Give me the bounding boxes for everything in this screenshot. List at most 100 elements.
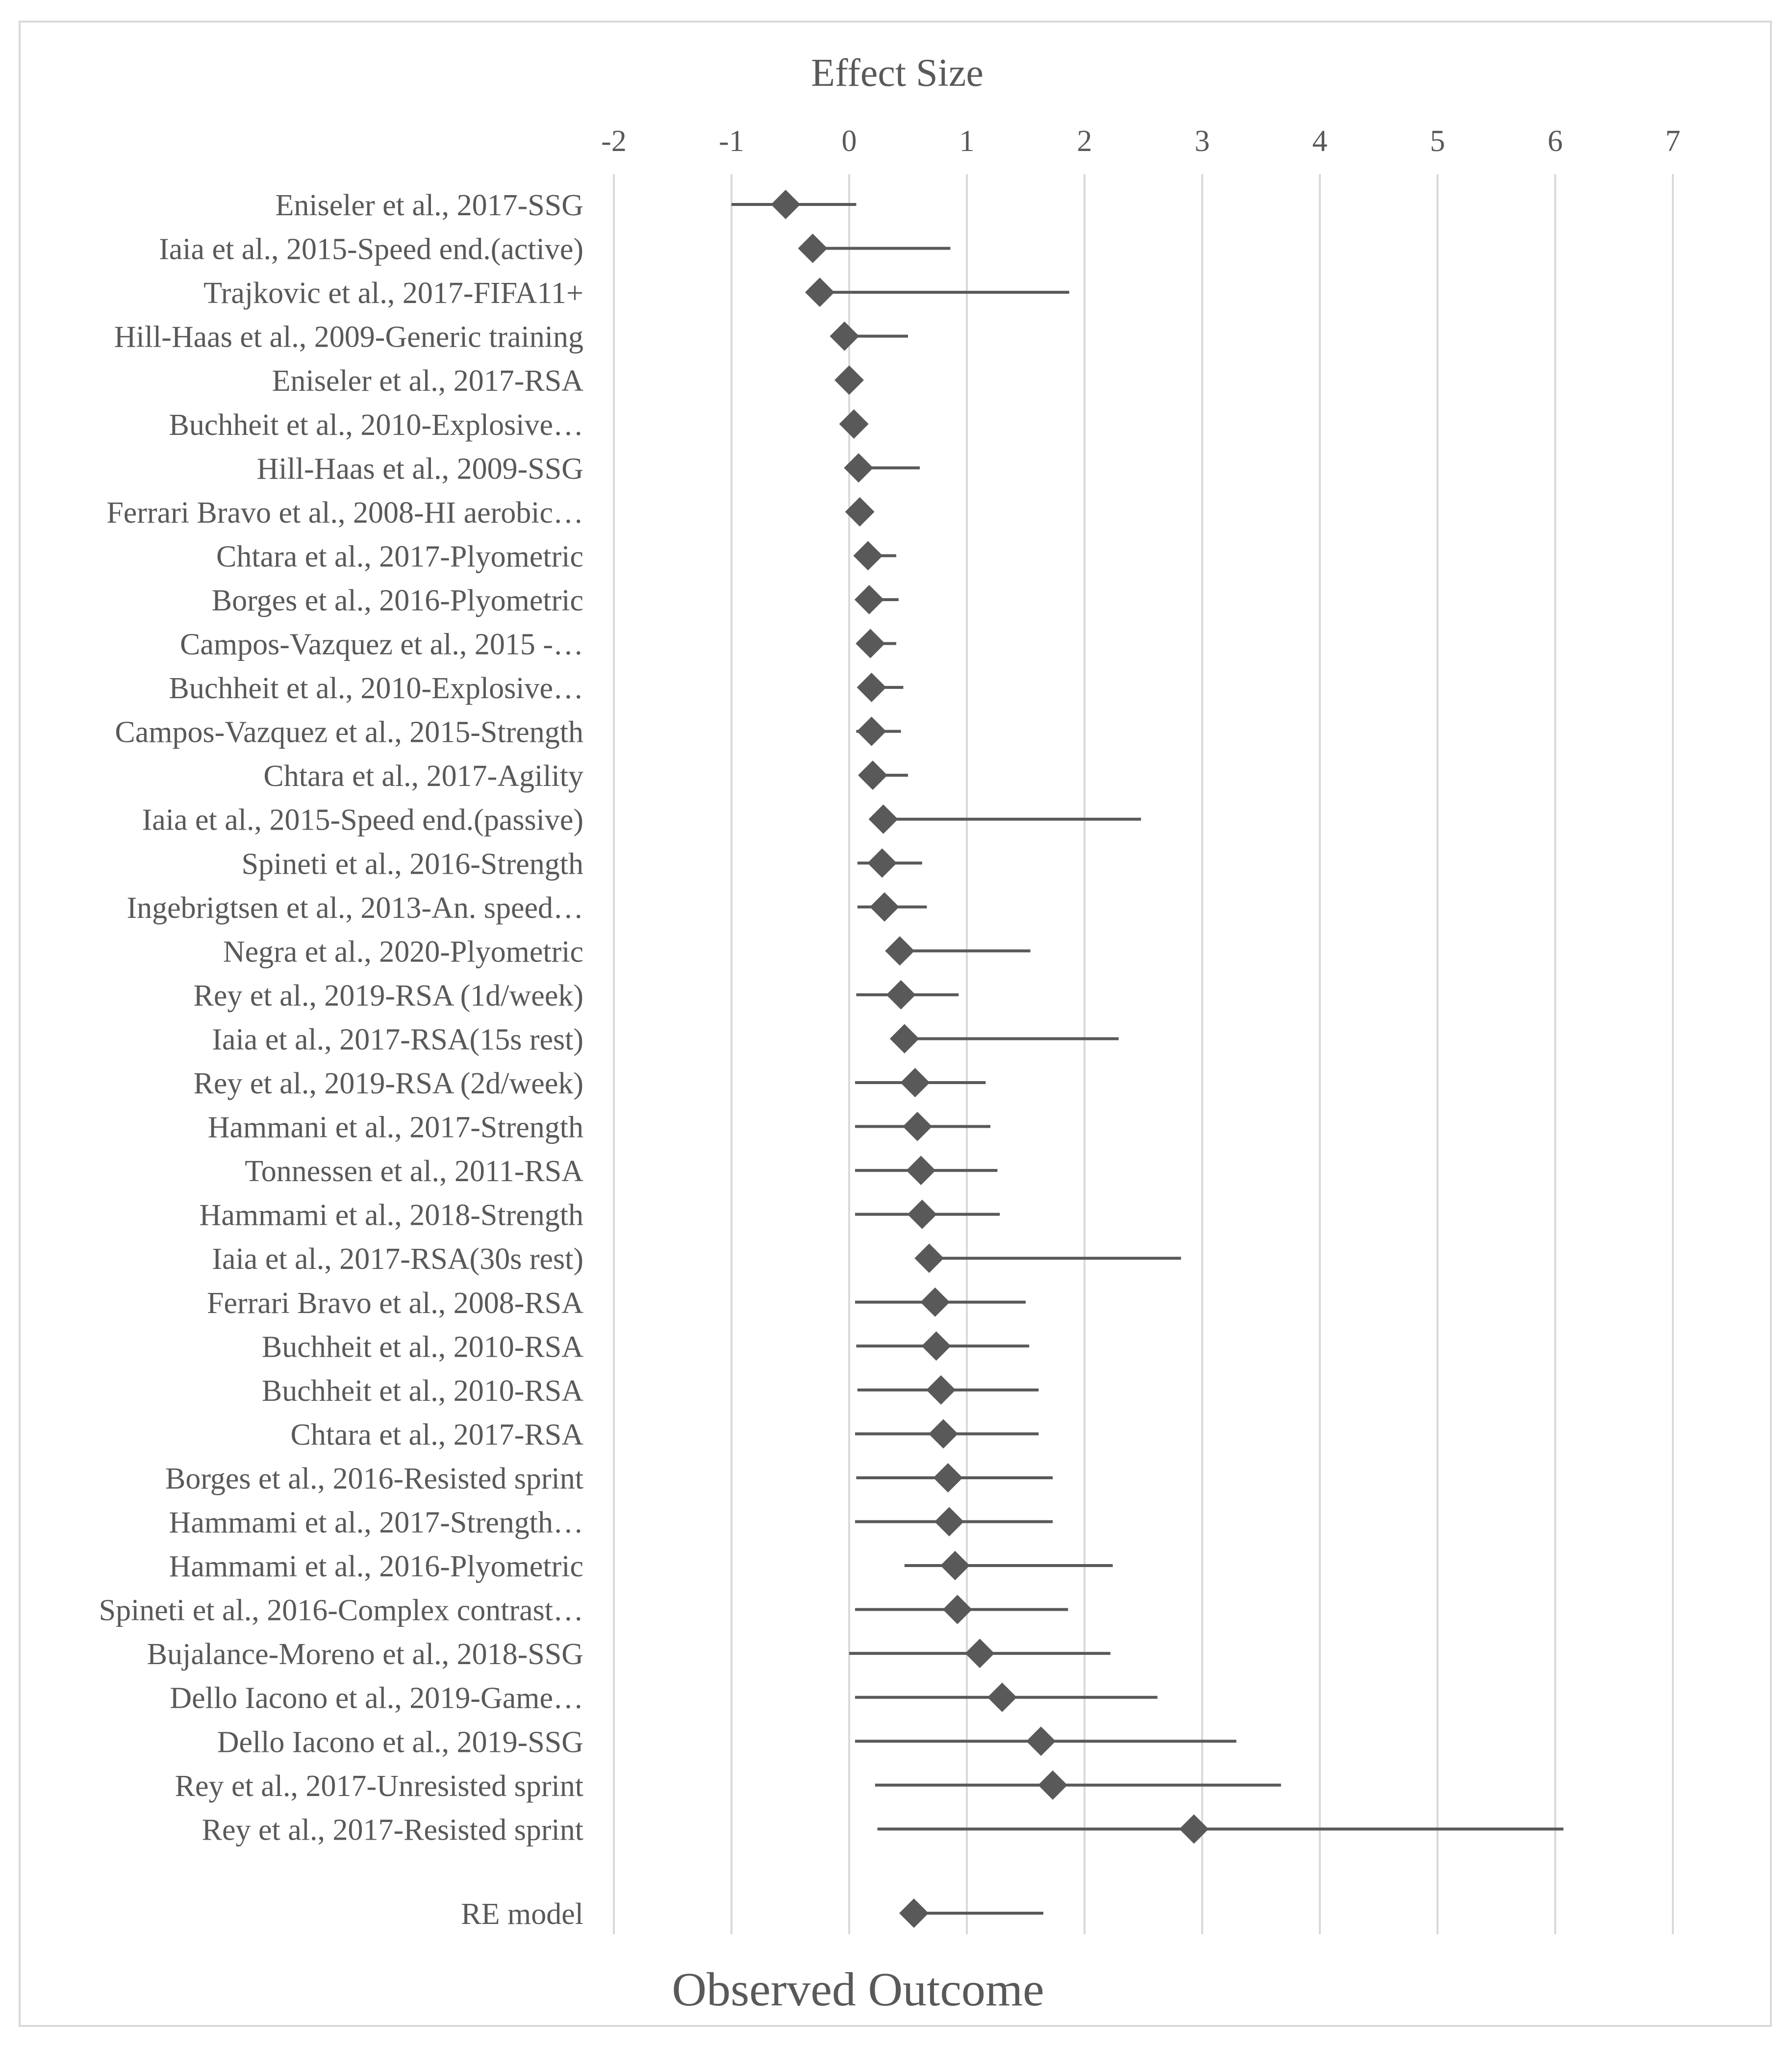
study-label: Chtara et al., 2017-Plyometric — [216, 540, 583, 573]
study-row: Ferrari Bravo et al., 2008-HI aerobic… — [106, 496, 875, 530]
effect-diamond — [940, 1551, 970, 1581]
effect-diamond — [926, 1375, 956, 1405]
study-label: Dello Iacono et al., 2019-Game… — [170, 1682, 583, 1715]
effect-diamond — [839, 409, 869, 439]
effect-diamond — [857, 673, 886, 703]
chart-frame — [19, 21, 1772, 2027]
study-label: Hammami et al., 2016-Plyometric — [169, 1550, 583, 1583]
effect-diamond — [889, 1024, 919, 1054]
study-row: Ferrari Bravo et al., 2008-RSA — [207, 1287, 1026, 1320]
study-label: Spineti et al., 2016-Strength — [242, 847, 583, 881]
x-tick-label: -2 — [601, 125, 627, 158]
effect-diamond — [844, 453, 874, 483]
effect-diamond — [1179, 1814, 1209, 1844]
study-label: Rey et al., 2017-Unresisted sprint — [175, 1770, 583, 1803]
study-row: Rey et al., 2017-Resisted sprint — [202, 1813, 1564, 1847]
study-label: Hill-Haas et al., 2009-Generic training — [114, 321, 583, 354]
study-label: Ferrari Bravo et al., 2008-RSA — [207, 1287, 583, 1320]
effect-diamond — [934, 1507, 964, 1537]
effect-diamond — [933, 1463, 963, 1492]
study-label: Iaia et al., 2017-RSA(30s rest) — [212, 1242, 583, 1276]
x-axis-ticks: -2 -1 0 1 2 3 4 5 6 7 — [601, 125, 1680, 158]
effect-diamond — [858, 760, 887, 790]
study-label: Hammami et al., 2018-Strength — [200, 1199, 583, 1232]
x-tick-label: 2 — [1077, 125, 1092, 158]
study-row: Buchheit et al., 2010-Explosive… — [169, 408, 869, 442]
study-row: Dello Iacono et al., 2019-SSG — [217, 1725, 1237, 1759]
study-label: Ingebrigtsen et al., 2013-An. speed… — [127, 891, 583, 925]
summary-row: RE model — [461, 1897, 1043, 1931]
study-row: Hammami et al., 2017-Strength… — [169, 1506, 1053, 1540]
effect-diamond — [867, 848, 897, 878]
study-label: Spineti et al., 2016-Complex contrast… — [99, 1594, 583, 1627]
study-row: Bujalance-Moreno et al., 2018-SSG — [147, 1638, 1111, 1671]
study-row: Tonnessen et al., 2011-RSA — [245, 1155, 998, 1188]
effect-diamond — [987, 1682, 1017, 1712]
effect-diamond — [903, 1112, 933, 1141]
study-row: Iaia et al., 2017-RSA(30s rest) — [212, 1242, 1181, 1276]
x-tick-label: 3 — [1195, 125, 1210, 158]
study-label: Hill-Haas et al., 2009-SSG — [257, 452, 583, 485]
x-tick-label: 7 — [1666, 125, 1681, 158]
study-label: Buchheit et al., 2010-Explosive… — [169, 408, 583, 442]
study-row: Buchheit et al., 2010-RSA — [262, 1374, 1039, 1408]
study-row: Buchheit et al., 2010-Explosive… — [169, 672, 904, 705]
effect-diamond — [900, 1068, 930, 1097]
study-row: Rey et al., 2019-RSA (2d/week) — [193, 1067, 986, 1100]
study-label: Iaia et al., 2015-Speed end.(passive) — [142, 804, 583, 837]
effect-diamond — [830, 321, 859, 351]
study-label: Campos-Vazquez et al., 2015-Strength — [115, 716, 583, 749]
study-row: Spineti et al., 2016-Strength — [242, 847, 922, 881]
study-row: Borges et al., 2016-Plyometric — [212, 584, 899, 617]
study-label: Buchheit et al., 2010-RSA — [262, 1330, 583, 1364]
x-tick-label: 0 — [842, 125, 857, 158]
study-label: Iaia et al., 2015-Speed end.(active) — [159, 233, 583, 266]
study-label: Eniseler et al., 2017-RSA — [272, 364, 584, 398]
x-tick-label: 6 — [1548, 125, 1563, 158]
study-label: Bujalance-Moreno et al., 2018-SSG — [147, 1638, 583, 1671]
study-row: Iaia et al., 2017-RSA(15s rest) — [212, 1023, 1119, 1056]
effect-diamond — [834, 365, 864, 395]
study-label: Trajkovic et al., 2017-FIFA11+ — [203, 277, 583, 310]
effect-diamond — [798, 233, 828, 263]
study-row: Hammami et al., 2018-Strength — [200, 1199, 1000, 1232]
study-label: Rey et al., 2017-Resisted sprint — [202, 1813, 583, 1847]
study-row: Iaia et al., 2015-Speed end.(active) — [159, 233, 951, 266]
study-label: Dello Iacono et al., 2019-SSG — [217, 1725, 583, 1759]
study-row: Negra et al., 2020-Plyometric — [223, 935, 1031, 968]
study-label: Eniseler et al., 2017-SSG — [275, 189, 583, 222]
effect-diamond — [853, 541, 883, 571]
x-tick-label: 1 — [959, 125, 975, 158]
study-label: Campos-Vazquez et al., 2015 -… — [180, 628, 583, 661]
effect-diamond — [914, 1243, 944, 1273]
study-row: Hammani et al., 2017-Strength — [208, 1111, 990, 1144]
study-row: Spineti et al., 2016-Complex contrast… — [99, 1594, 1068, 1627]
study-row: Buchheit et al., 2010-RSA — [262, 1330, 1030, 1364]
effect-diamond — [805, 278, 834, 307]
study-rows: Eniseler et al., 2017-SSG Iaia et al., 20… — [99, 189, 1564, 1931]
study-row: Chtara et al., 2017-Agility — [263, 759, 908, 793]
effect-diamond — [920, 1287, 950, 1317]
study-row: Trajkovic et al., 2017-FIFA11+ — [203, 277, 1069, 310]
gridlines — [613, 174, 1674, 1934]
effect-diamond — [856, 629, 885, 658]
study-row: Eniseler et al., 2017-RSA — [272, 364, 864, 398]
effect-diamond — [886, 980, 916, 1010]
chart-title: Effect Size — [811, 51, 984, 95]
x-tick-label: 4 — [1312, 125, 1328, 158]
study-label: Borges et al., 2016-Plyometric — [212, 584, 583, 617]
effect-diamond — [771, 190, 801, 219]
summary-diamond — [899, 1898, 929, 1928]
study-label: Buchheit et al., 2010-RSA — [262, 1374, 583, 1408]
effect-diamond — [868, 804, 898, 834]
effect-diamond — [845, 497, 875, 527]
study-row: Iaia et al., 2015-Speed end.(passive) — [142, 804, 1141, 837]
x-tick-label: -1 — [719, 125, 744, 158]
effect-diamond — [929, 1419, 958, 1449]
effect-diamond — [854, 584, 884, 614]
study-label: Rey et al., 2019-RSA (1d/week) — [193, 979, 583, 1012]
study-label: Buchheit et al., 2010-Explosive… — [169, 672, 583, 705]
study-row: Rey et al., 2017-Unresisted sprint — [175, 1770, 1281, 1803]
study-row: Borges et al., 2016-Resisted sprint — [165, 1462, 1053, 1495]
